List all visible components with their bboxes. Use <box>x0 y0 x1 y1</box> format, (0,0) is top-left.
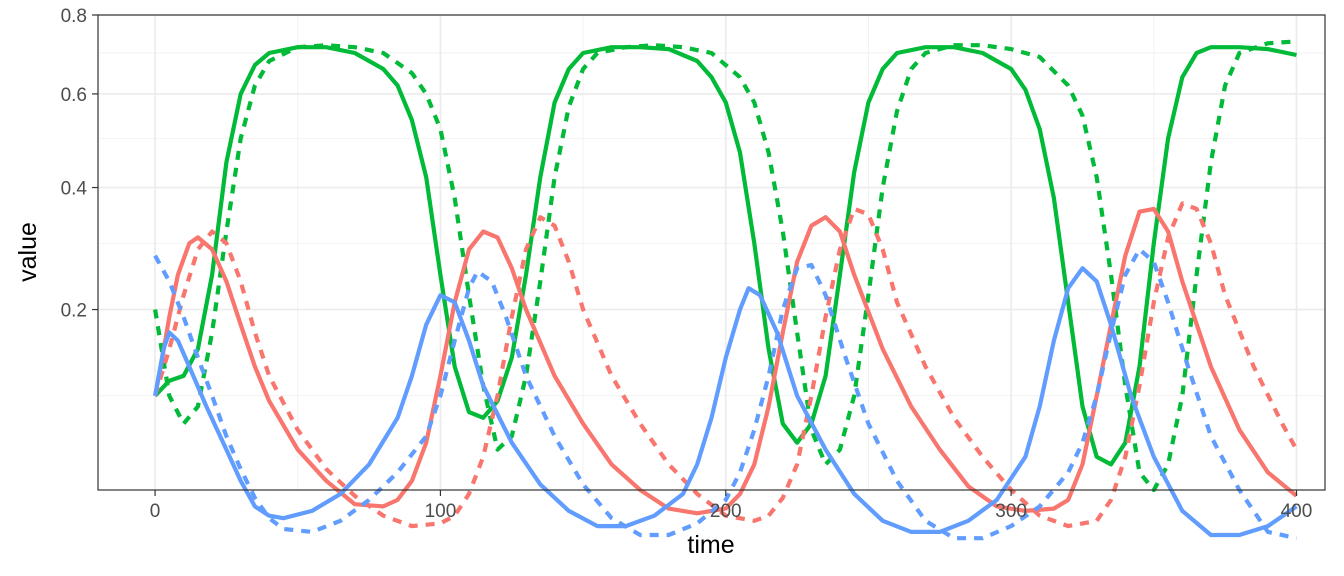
y-tick-label: 0.2 <box>61 301 87 322</box>
x-tick-label: 0 <box>150 501 161 522</box>
y-axis: 0.2 0.4 0.6 0.8 <box>61 6 98 322</box>
series-line-6 <box>153 247 1297 541</box>
series-line-5 <box>153 266 1298 538</box>
series-line-2 <box>153 39 1297 493</box>
x-tick-label: 400 <box>1281 501 1313 522</box>
x-tick-label: 300 <box>995 501 1027 522</box>
major-gridlines <box>98 14 1325 490</box>
y-axis-title: value <box>14 222 42 282</box>
y-tick-label: 0.4 <box>61 179 88 200</box>
y-tick-label: 0.8 <box>61 6 87 27</box>
series-line-1 <box>153 45 1297 467</box>
series-lines <box>153 39 1299 541</box>
x-axis: 0 100 200 300 400 <box>150 490 1313 522</box>
x-tick-label: 200 <box>710 501 742 522</box>
x-tick-label: 100 <box>425 501 457 522</box>
x-axis-title: time <box>687 531 734 559</box>
series-line-4 <box>153 201 1299 529</box>
plot-panel-border <box>97 14 1326 491</box>
series-line-3 <box>153 206 1298 516</box>
y-tick-label: 0.6 <box>61 85 87 106</box>
